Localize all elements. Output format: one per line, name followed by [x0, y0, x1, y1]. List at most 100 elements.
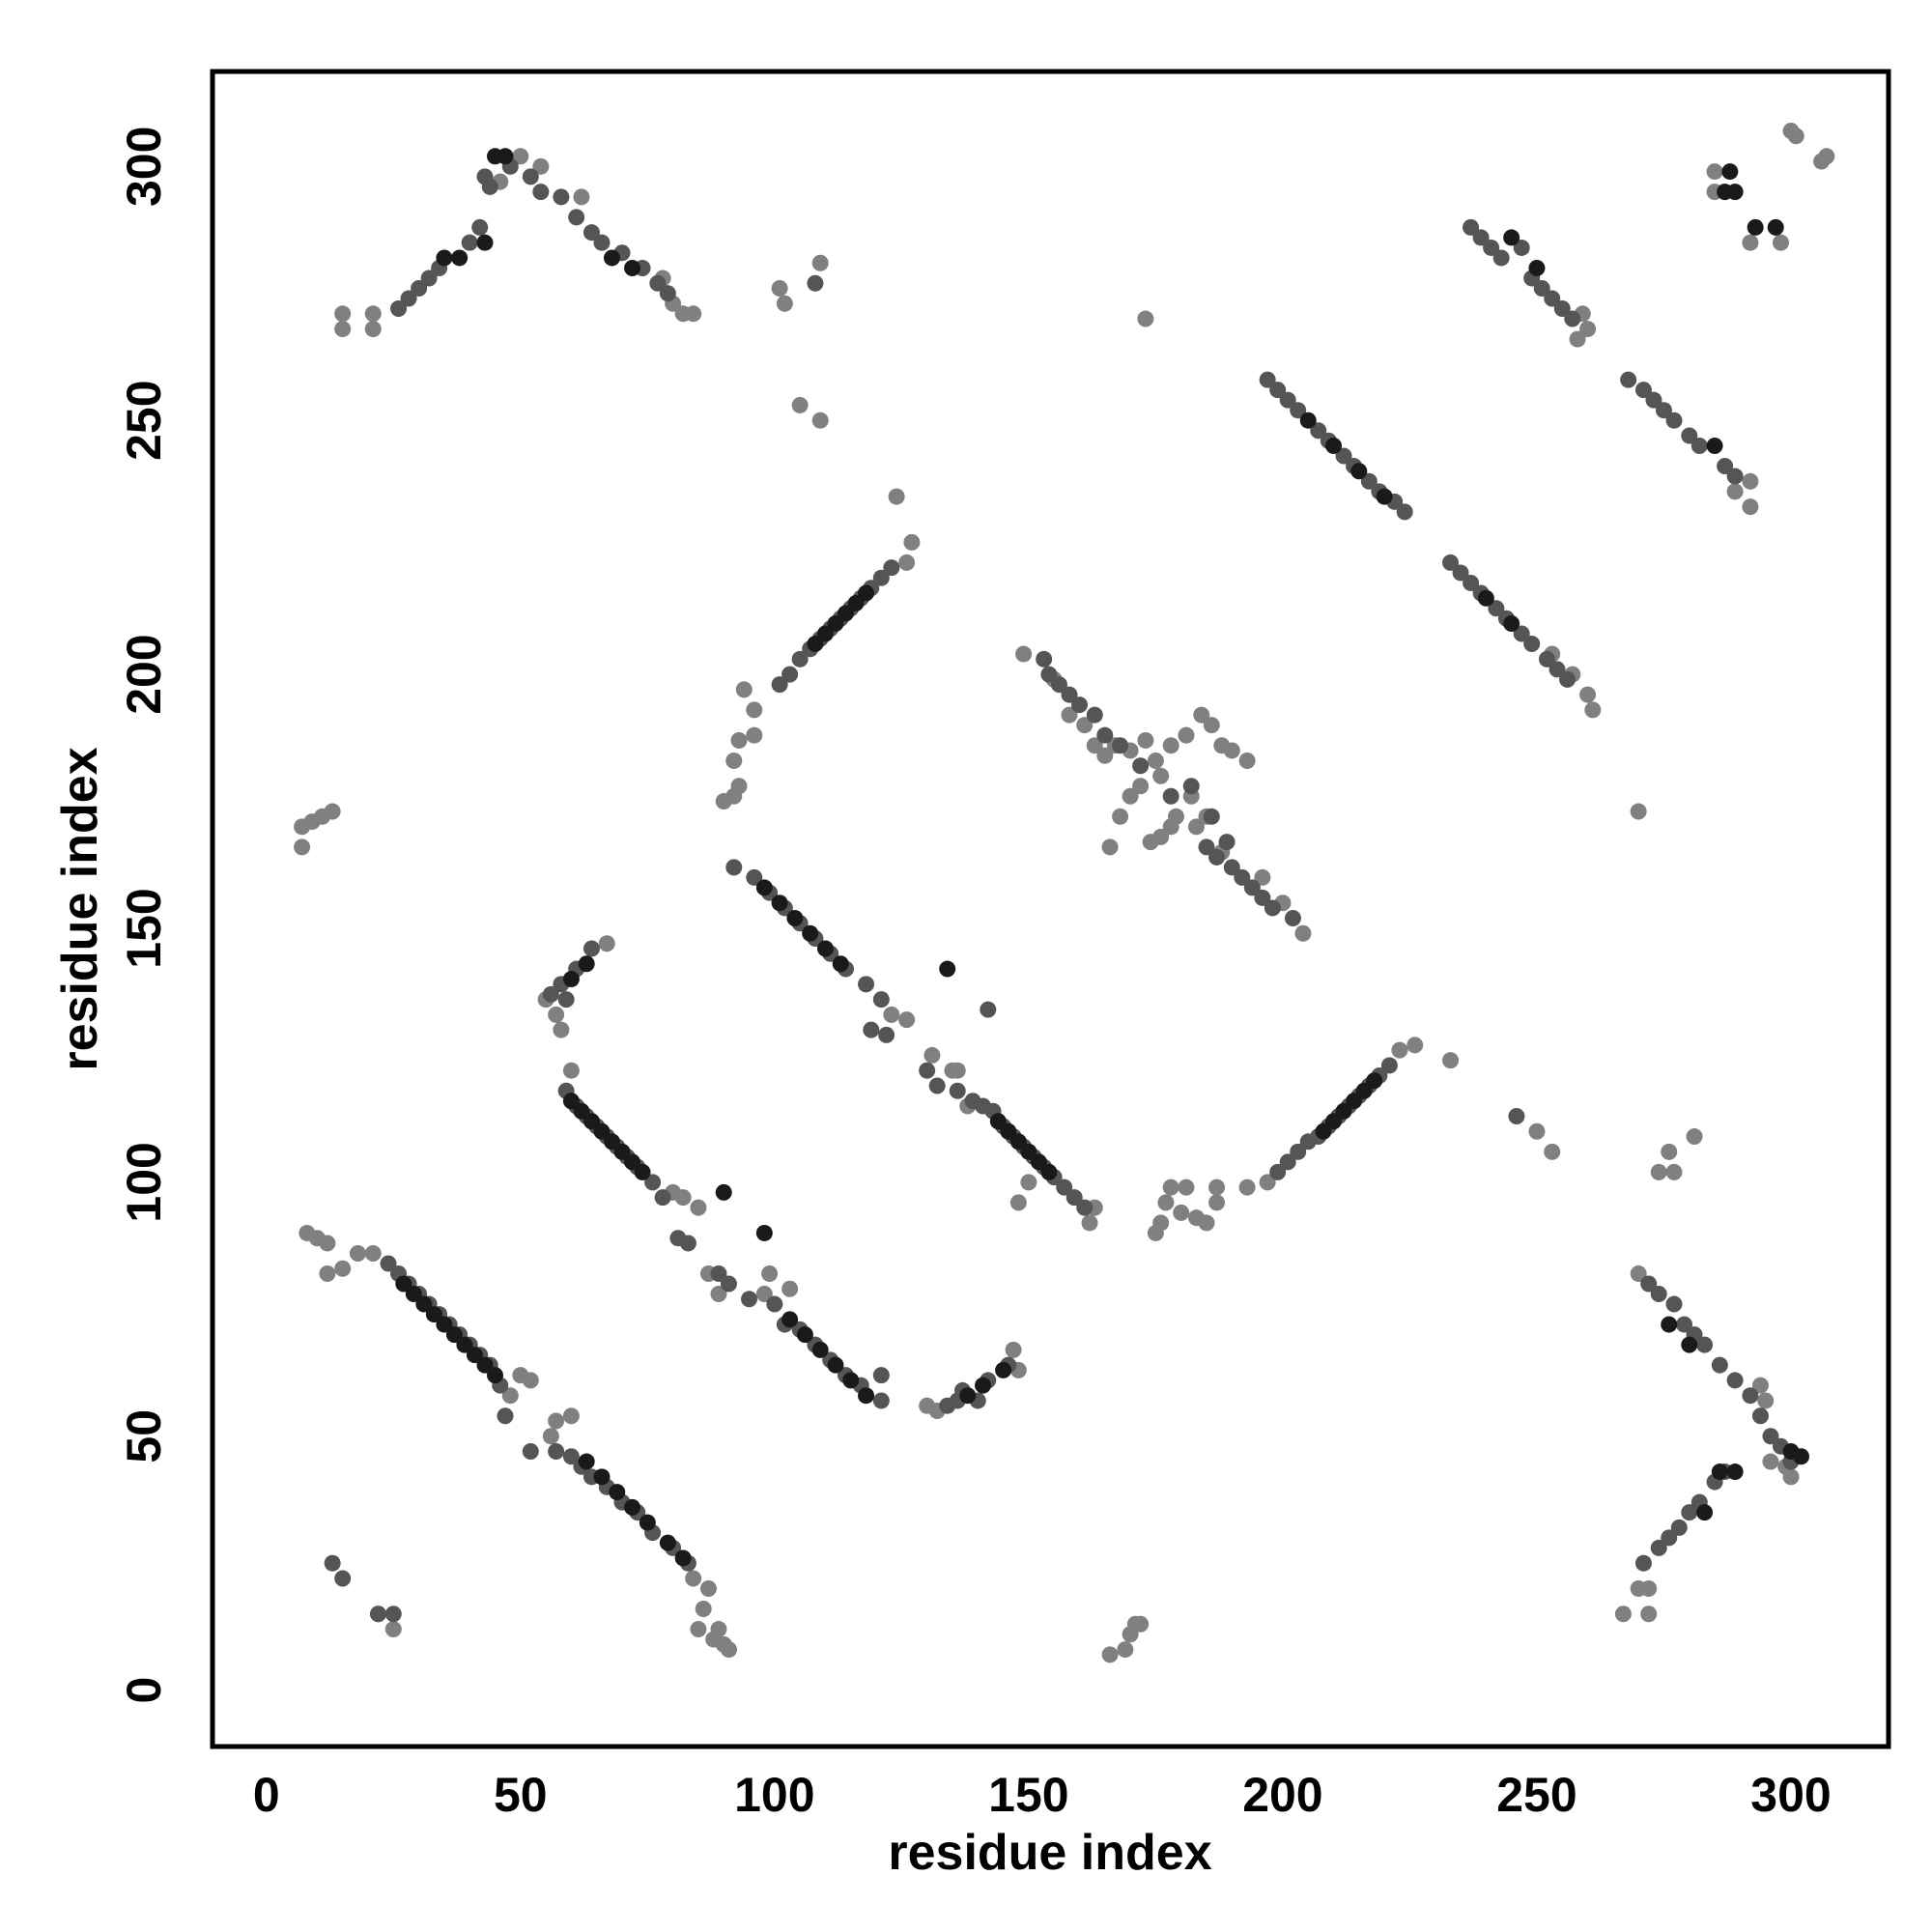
- point: [1203, 808, 1220, 825]
- point: [1721, 163, 1739, 181]
- point: [1147, 752, 1164, 769]
- x-tick-label: 300: [1750, 1768, 1831, 1822]
- point: [1726, 184, 1744, 201]
- point: [1193, 706, 1210, 724]
- point: [497, 1407, 514, 1425]
- point: [746, 868, 763, 886]
- point: [1015, 645, 1033, 663]
- point: [573, 188, 590, 206]
- point: [562, 1407, 580, 1425]
- point: [1036, 650, 1053, 668]
- point: [364, 305, 382, 323]
- point: [1406, 1037, 1424, 1054]
- point: [1686, 1128, 1703, 1146]
- point: [1645, 391, 1662, 409]
- point: [1538, 650, 1555, 668]
- point: [1376, 488, 1393, 505]
- point: [725, 859, 743, 876]
- point: [415, 1295, 433, 1313]
- point: [1640, 1605, 1658, 1623]
- point: [456, 1336, 473, 1353]
- point: [1254, 868, 1271, 886]
- point: [1223, 859, 1240, 876]
- point: [370, 1605, 387, 1623]
- point: [334, 321, 352, 338]
- point: [578, 1453, 595, 1470]
- point: [1030, 1153, 1047, 1171]
- point: [1492, 249, 1510, 267]
- point: [1243, 879, 1261, 896]
- point: [872, 1392, 890, 1409]
- point: [1579, 686, 1597, 703]
- point: [1162, 1179, 1179, 1196]
- point: [888, 488, 905, 505]
- point: [771, 895, 788, 912]
- point: [1726, 483, 1744, 500]
- point: [1655, 402, 1672, 419]
- plot-frame: [210, 69, 1891, 1749]
- point: [476, 1356, 494, 1374]
- point: [685, 1570, 702, 1587]
- point: [1634, 382, 1652, 399]
- point: [989, 1113, 1007, 1130]
- point: [720, 1641, 737, 1659]
- point: [562, 1448, 580, 1465]
- x-tick-label: 0: [253, 1768, 280, 1822]
- point: [685, 305, 702, 323]
- point: [1279, 1153, 1296, 1171]
- point: [420, 270, 438, 287]
- point: [1167, 808, 1184, 825]
- point: [582, 224, 600, 242]
- point: [1178, 1179, 1195, 1196]
- point: [1310, 422, 1327, 440]
- point: [1112, 808, 1129, 825]
- point: [573, 1102, 590, 1120]
- point: [1234, 868, 1251, 886]
- point: [755, 1224, 773, 1241]
- point: [816, 940, 834, 957]
- point: [1223, 742, 1240, 759]
- point: [1661, 1316, 1678, 1333]
- point: [766, 1295, 783, 1313]
- y-tick-label: 0: [117, 1677, 171, 1704]
- point: [690, 1199, 707, 1216]
- point: [1070, 696, 1088, 714]
- point: [1569, 330, 1586, 348]
- point: [720, 1275, 737, 1293]
- point: [1706, 163, 1723, 181]
- point: [1650, 1539, 1667, 1556]
- point: [1528, 1122, 1546, 1140]
- point: [1640, 1579, 1658, 1597]
- point: [486, 1367, 503, 1384]
- point: [548, 1006, 565, 1023]
- point: [582, 1113, 600, 1130]
- point: [324, 803, 341, 820]
- point: [1076, 1199, 1094, 1216]
- point: [1294, 924, 1312, 942]
- point: [746, 726, 763, 744]
- point: [883, 559, 900, 577]
- point: [858, 976, 875, 993]
- point: [1081, 1214, 1098, 1232]
- point: [1076, 717, 1094, 734]
- point: [349, 1244, 366, 1262]
- point: [501, 1387, 519, 1405]
- point: [1452, 564, 1469, 582]
- point: [807, 274, 824, 292]
- point: [1396, 503, 1413, 521]
- point: [710, 1265, 727, 1283]
- point: [715, 1183, 732, 1201]
- point: [562, 1093, 580, 1110]
- point: [1050, 676, 1067, 694]
- point: [522, 168, 539, 185]
- point: [781, 666, 799, 683]
- point: [1772, 234, 1789, 251]
- point: [755, 879, 773, 896]
- point: [390, 300, 408, 318]
- point: [1472, 229, 1490, 246]
- point: [1640, 1275, 1658, 1293]
- point: [624, 1498, 641, 1516]
- point: [598, 935, 615, 952]
- point: [807, 636, 824, 653]
- point: [679, 1235, 696, 1252]
